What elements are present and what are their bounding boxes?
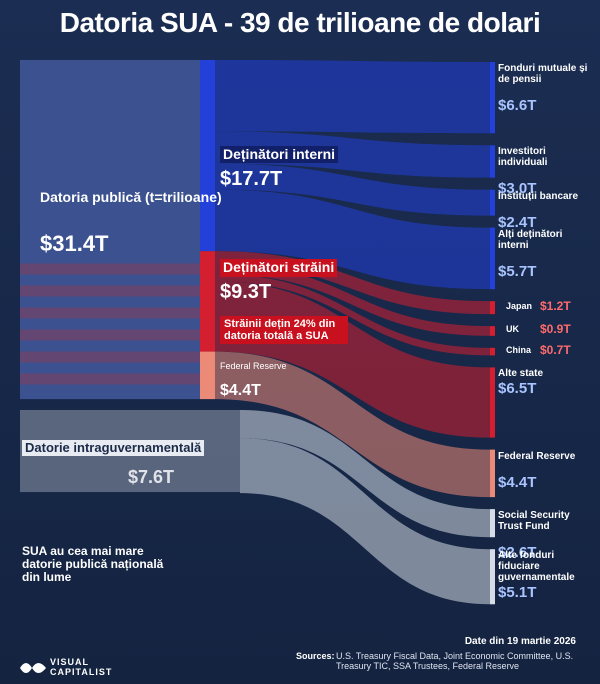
flow <box>215 189 490 290</box>
flow <box>215 273 490 356</box>
logo <box>20 663 46 673</box>
flow <box>215 131 490 178</box>
target-value: $1.2T <box>540 298 571 313</box>
target-value: $6.6T <box>498 97 537 114</box>
flow <box>215 264 490 336</box>
target-bar <box>490 227 495 290</box>
brand: VISUAL CAPITALIST <box>50 657 113 677</box>
target-bar <box>490 189 495 216</box>
target-bar <box>490 367 495 438</box>
stripe <box>20 263 200 275</box>
target-bar <box>490 449 495 498</box>
target-value: $3.0T <box>498 180 537 198</box>
target-bar <box>490 62 495 134</box>
target-label: Alte state <box>498 368 544 380</box>
middle-value: $4.4T <box>220 381 261 399</box>
stripe <box>20 373 200 385</box>
stripe <box>20 285 200 297</box>
source-value: $7.6T <box>128 467 175 487</box>
middle-value: $17.7T <box>220 168 283 190</box>
source-label: Datorie intraguvernamentală <box>22 440 205 457</box>
source-label: Datoria publică (t=trilioane) <box>40 189 222 205</box>
target-value: $6.5T <box>498 380 537 398</box>
title: Datoria SUA - 39 de trilioane de dolari <box>59 7 541 38</box>
target-label: Japan <box>506 300 533 311</box>
target-bar <box>490 326 495 336</box>
source-bar <box>20 60 200 400</box>
flow <box>215 163 490 216</box>
middle-label: Deținători străini <box>220 259 338 277</box>
stripe <box>20 329 200 341</box>
date: Date din 19 martie 2026 <box>464 636 576 647</box>
middle-label: Deținători interni <box>220 146 339 164</box>
target-bar <box>490 549 495 605</box>
target-label: UK <box>506 323 519 334</box>
target-value: $5.1T <box>498 584 537 602</box>
sources: U.S. Treasury Fiscal Data, Joint Economi… <box>336 651 574 671</box>
flow <box>240 410 490 538</box>
target-label: Investitori individuali <box>498 146 548 169</box>
target-label: Social Security Trust Fund <box>498 510 570 533</box>
middle-bar <box>200 60 215 252</box>
target-bar <box>490 145 495 178</box>
middle-value: $9.3T <box>220 281 272 304</box>
target-label: Alte fonduri fiduciare guvernamentale <box>498 550 575 584</box>
target-value: $4.4T <box>498 473 537 491</box>
target-label: Fonduri mutuale și de pensii <box>498 63 588 85</box>
target-value: $0.7T <box>540 342 571 357</box>
stripe <box>20 351 200 363</box>
flow <box>240 438 490 605</box>
flow <box>215 351 490 498</box>
target-label: China <box>506 344 532 355</box>
target-value: $2.4T <box>498 213 537 231</box>
target-bar <box>490 301 495 315</box>
target-label: Instituții bancare <box>498 190 579 202</box>
annotation: Străinii dețin 24% din datoria totală a … <box>220 316 348 345</box>
flow <box>215 60 490 134</box>
target-value: $5.7T <box>498 262 537 280</box>
target-value: $0.9T <box>540 321 571 336</box>
stripe <box>20 307 200 319</box>
middle-bar <box>200 251 215 352</box>
annotation: SUA au cea mai mare datorie publică nați… <box>22 544 164 585</box>
target-bar <box>490 347 495 356</box>
target-bar <box>490 509 495 538</box>
sources-label: Sources: <box>296 651 335 661</box>
target-label: Alți deținători interni <box>498 228 563 251</box>
target-label: Federal Reserve <box>498 450 576 462</box>
target-value: $2.6T <box>498 544 537 562</box>
middle-label: Federal Reserve <box>220 360 287 371</box>
middle-bar <box>200 351 215 400</box>
source-value: $31.4T <box>40 231 109 256</box>
